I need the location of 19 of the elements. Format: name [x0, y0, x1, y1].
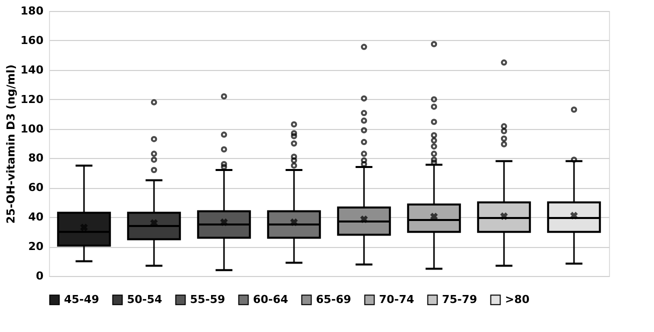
legend-label: 70-74 — [379, 292, 415, 306]
legend-label: 65-69 — [316, 292, 352, 306]
legend-label: 50-54 — [127, 292, 163, 306]
legend-label: 45-49 — [64, 292, 100, 306]
legend-label: 75-79 — [442, 292, 478, 306]
legend-label: 60-64 — [253, 292, 289, 306]
y-tick-label: 120 — [20, 92, 44, 106]
y-tick-label: 80 — [28, 152, 44, 165]
legend-label: >80 — [505, 292, 530, 306]
y-tick-label: 60 — [28, 181, 44, 194]
y-tick-label: 100 — [20, 122, 44, 136]
y-tick-label: 160 — [20, 34, 44, 47]
y-tick-label: 180 — [20, 4, 44, 18]
y-axis-title: 25-OH-vitamin D3 (ng/ml) — [4, 64, 18, 224]
y-tick-label: 40 — [28, 210, 44, 224]
y-tick-label: 0 — [36, 270, 44, 282]
y-tick-label: 20 — [28, 240, 44, 254]
y-tick-label: 140 — [20, 63, 44, 76]
legend-label: 55-59 — [190, 292, 226, 306]
